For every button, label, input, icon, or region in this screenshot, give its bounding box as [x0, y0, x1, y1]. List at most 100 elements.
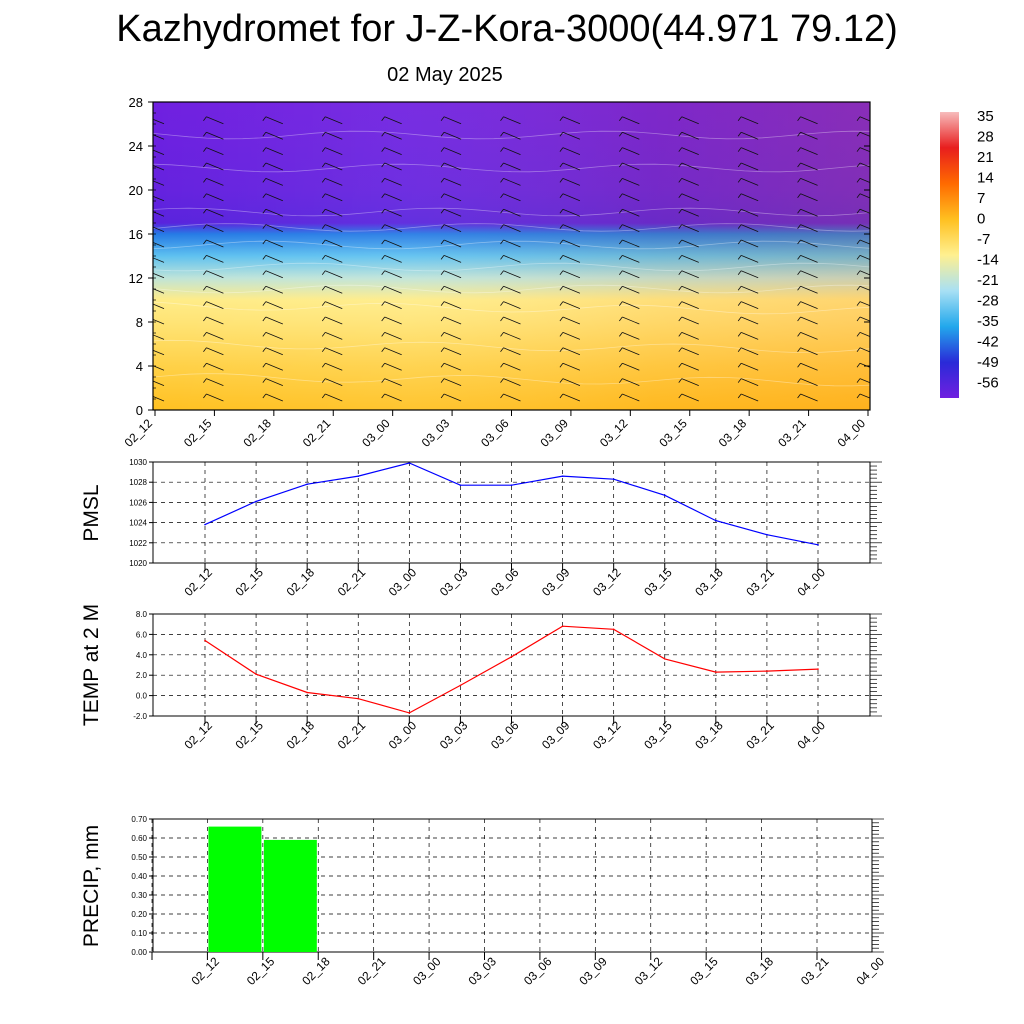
wind-barb-flag	[737, 316, 742, 322]
wind-barb	[859, 147, 870, 153]
heatmap-x-tick-label: 03_00	[359, 416, 393, 450]
pmsl-point	[766, 533, 768, 536]
wind-barb	[325, 378, 343, 386]
wind-barb	[265, 178, 283, 186]
wind-barb	[741, 332, 759, 340]
wind-barb-flag	[619, 316, 623, 322]
pmsl-x-tick-label: 03_15	[641, 565, 675, 599]
wind-barb-flag	[737, 301, 742, 306]
wind-barb-flag	[856, 393, 861, 399]
pmsl-y-axis-label: PMSL	[80, 484, 103, 541]
wind-barb-flag	[500, 162, 504, 168]
wind-barb	[503, 131, 521, 140]
wind-barb	[681, 301, 699, 309]
wind-barb	[859, 116, 870, 122]
wind-barb	[384, 116, 402, 125]
wind-barb-flag	[500, 239, 504, 245]
temp-x-tick-label: 03_18	[692, 718, 726, 752]
colorbar-label: 7	[977, 190, 985, 207]
wind-barb-flag	[678, 162, 683, 168]
wind-barb	[622, 255, 640, 263]
wind-barb-flag	[856, 178, 861, 183]
wind-barb-flag	[559, 301, 564, 306]
wind-barb-flag	[321, 301, 326, 306]
wind-barb-flag	[737, 285, 742, 291]
temp-y-tick-label: 0.0	[136, 692, 148, 701]
precip-frame	[152, 818, 873, 953]
wind-barb	[800, 224, 818, 232]
wind-barb-flag	[203, 193, 207, 199]
wind-barb-flag	[321, 378, 326, 383]
wind-barb-flag	[262, 301, 267, 306]
wind-barb-flag	[203, 147, 207, 152]
wind-barb	[800, 116, 818, 125]
wind-barb	[859, 378, 870, 384]
wind-barb	[503, 285, 521, 294]
wind-barb	[681, 224, 699, 232]
wind-barb-flag	[144, 363, 147, 367]
wind-barb	[562, 270, 581, 279]
wind-barb-flag	[856, 193, 861, 199]
wind-barb	[562, 332, 581, 340]
contour-line	[153, 130, 870, 140]
pmsl-x-tick-label: 02_18	[284, 565, 318, 599]
wind-barb	[681, 332, 699, 340]
wind-barb	[622, 393, 640, 402]
wind-barb	[503, 178, 521, 186]
wind-barb	[741, 147, 759, 155]
wind-barb	[443, 224, 462, 232]
wind-barb	[153, 195, 165, 202]
wind-barb-flag	[144, 178, 147, 182]
wind-barb	[443, 332, 462, 340]
wind-barb	[153, 334, 165, 340]
pmsl-point	[715, 519, 717, 522]
wind-barb-flag	[321, 224, 326, 229]
wind-barb-flag	[797, 301, 801, 306]
wind-barb-flag	[559, 393, 564, 399]
wind-barb	[384, 224, 402, 232]
wind-barb-flag	[619, 193, 623, 199]
wind-barb-flag	[440, 147, 445, 152]
wind-barb	[325, 239, 343, 248]
wind-barb-flag	[559, 224, 564, 229]
wind-barb	[800, 378, 818, 386]
wind-barb-flag	[678, 393, 683, 399]
wind-barb-flag	[856, 270, 861, 276]
wind-barb-flag	[440, 239, 445, 245]
wind-barb-flag	[559, 178, 564, 183]
wind-barb-flag	[440, 116, 445, 122]
wind-barb	[741, 178, 759, 186]
wind-barb-flag	[381, 362, 385, 368]
wind-barb	[562, 162, 581, 171]
wind-barb	[153, 380, 165, 386]
colorbar-label: 28	[977, 129, 994, 146]
wind-barb-flag	[262, 178, 267, 183]
colorbar-label: -14	[977, 252, 999, 269]
wind-barb	[325, 208, 343, 217]
wind-barb-flag	[262, 332, 267, 337]
wind-barb-flag	[559, 116, 564, 122]
wind-barb	[153, 226, 165, 232]
wind-barb	[859, 393, 870, 399]
wind-barb	[800, 285, 818, 294]
colorbar-label: -21	[977, 272, 999, 289]
pmsl-point	[561, 475, 564, 477]
wind-barb	[325, 285, 343, 294]
temp-point	[817, 668, 819, 670]
wind-barb	[443, 255, 462, 263]
pmsl-y-tick-label: 1020	[129, 559, 147, 568]
wind-barb	[800, 316, 818, 325]
wind-barb-flag	[737, 332, 742, 337]
wind-barb-flag	[144, 225, 147, 229]
wind-barb	[859, 362, 870, 368]
wind-barb	[265, 239, 283, 248]
wind-barb	[325, 178, 343, 186]
wind-barb-flag	[737, 208, 742, 214]
wind-barb	[681, 131, 699, 140]
wind-barb-flag	[678, 116, 683, 122]
wind-barb	[800, 270, 818, 279]
wind-barb	[153, 118, 165, 125]
wind-barb-flag	[381, 316, 385, 322]
wind-barb	[562, 208, 581, 217]
wind-barb-flag	[262, 208, 267, 214]
